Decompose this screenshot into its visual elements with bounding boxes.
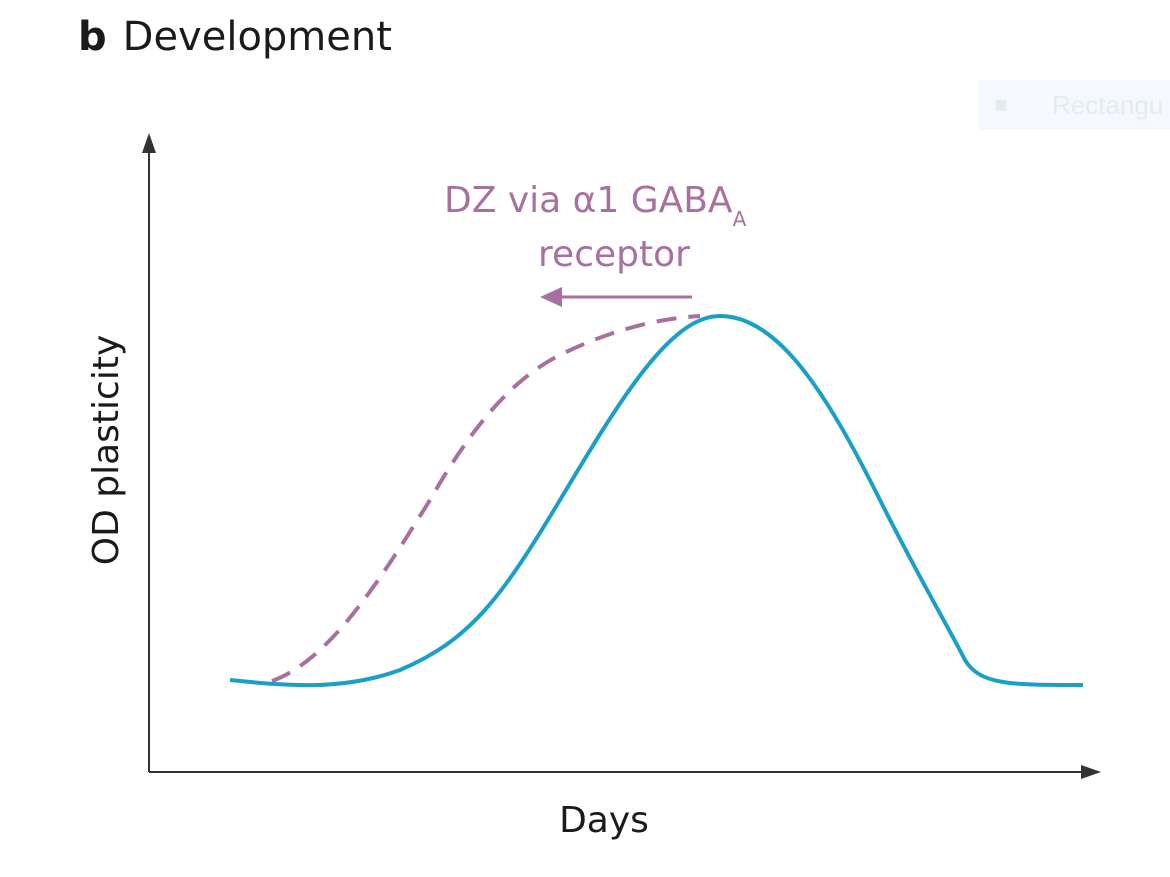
x-axis-arrowhead (1081, 765, 1101, 779)
x-axis-label: Days (559, 800, 649, 841)
annotation-line2: receptor (538, 234, 690, 275)
normal-plasticity-curve (229, 313, 1084, 688)
annotation-line1: DZ via α1 GABAA (444, 180, 747, 231)
ghost-chip-label: Rectangu (1052, 90, 1164, 120)
shape-icon: ■ (994, 97, 1008, 113)
panel-letter: b (78, 14, 107, 60)
y-axis-label: OD plasticity (86, 335, 127, 566)
panel-title: Development (122, 14, 392, 60)
annotation-line1-main: DZ via α1 GABA (444, 180, 733, 221)
ghost-chip[interactable]: ■ Rectangu (978, 80, 1170, 130)
annotation-subscript: A (733, 207, 747, 231)
shift-arrow-head (540, 287, 562, 307)
y-axis-arrowhead (142, 133, 156, 153)
shifted-plasticity-curve (271, 314, 701, 683)
panel-heading: b Development (78, 14, 392, 60)
